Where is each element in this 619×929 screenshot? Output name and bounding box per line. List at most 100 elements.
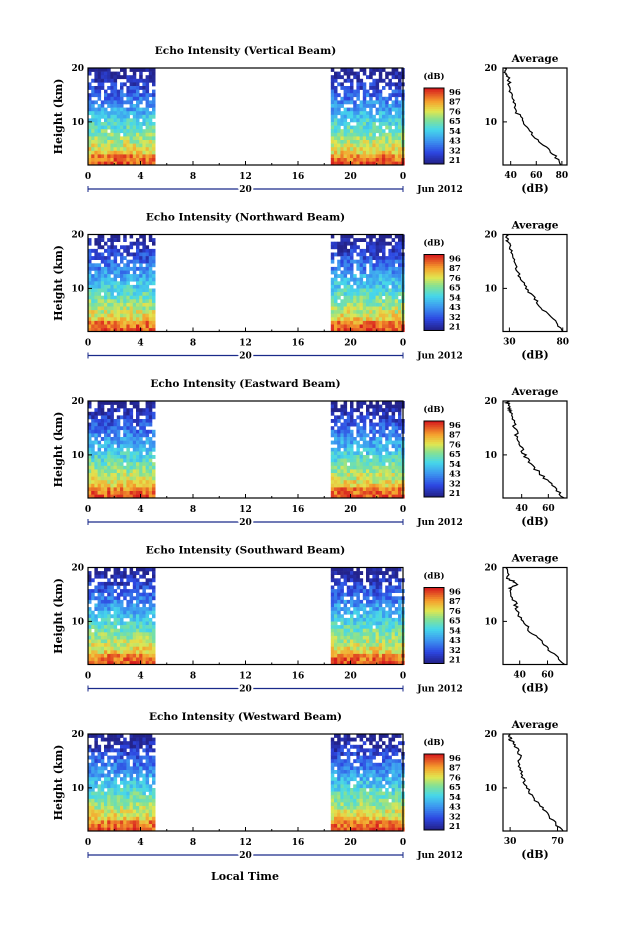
heatmap-cell <box>113 469 118 474</box>
heatmap-cell <box>100 299 105 304</box>
heatmap-cell <box>378 129 383 134</box>
heatmap-cell <box>104 469 108 474</box>
heatmap-cell <box>123 324 127 329</box>
heatmap-cell <box>330 599 335 604</box>
heatmap-cell <box>107 259 111 264</box>
heatmap-cell <box>126 483 130 488</box>
heatmap-cell <box>369 71 373 76</box>
heatmap-cell <box>132 798 137 803</box>
heatmap-cell <box>359 317 364 322</box>
heatmap-cell <box>346 302 351 307</box>
colorbar-swatch <box>424 269 444 272</box>
heatmap-cell <box>346 241 351 246</box>
heatmap-cell <box>97 574 102 579</box>
heatmap-cell <box>136 816 140 821</box>
heatmap-cell <box>107 277 111 282</box>
heatmap-cell <box>343 643 348 647</box>
heatmap-cell <box>343 71 348 76</box>
heatmap-cell <box>340 596 344 601</box>
heatmap-cell <box>337 313 341 318</box>
heatmap-cell <box>330 78 335 83</box>
heatmap-cell <box>350 158 354 162</box>
heatmap-cell <box>334 643 338 647</box>
heatmap-cell <box>353 140 357 144</box>
heatmap-cell <box>350 440 354 445</box>
heatmap-cell <box>385 487 389 492</box>
heatmap-cell <box>97 824 102 828</box>
heatmap-cell <box>378 653 383 658</box>
heatmap-cell <box>126 313 130 318</box>
heatmap-cell <box>100 607 105 611</box>
heatmap-cell <box>337 599 341 604</box>
colorbar-swatch <box>424 631 444 634</box>
heatmap-cell <box>113 571 118 575</box>
heatmap-cell <box>129 433 134 438</box>
heatmap-cell <box>132 806 137 810</box>
heatmap-cell <box>116 798 121 803</box>
heatmap-cell <box>136 161 140 166</box>
heatmap-cell <box>139 143 143 148</box>
heatmap-cell <box>123 150 127 155</box>
heatmap-cell <box>136 755 140 760</box>
heatmap-cell <box>337 281 341 286</box>
heatmap-cell <box>94 295 98 300</box>
heatmap-cell <box>353 125 357 130</box>
heatmap-cell <box>394 596 399 601</box>
heatmap-cell <box>366 295 370 300</box>
heatmap-cell <box>334 465 338 470</box>
heatmap-cell <box>337 75 341 80</box>
heatmap-cell <box>337 320 341 325</box>
heatmap-cell <box>142 766 146 771</box>
heatmap-cell <box>126 132 130 137</box>
heatmap-cell <box>398 415 402 420</box>
heatmap-cell <box>388 328 392 332</box>
heatmap-cell <box>123 132 127 137</box>
heatmap-cell <box>334 118 338 123</box>
heatmap-cell <box>330 104 335 108</box>
heatmap-cell <box>132 118 137 123</box>
heatmap-cell <box>369 578 373 583</box>
heatmap-cell <box>152 306 156 311</box>
heatmap-cell <box>385 111 389 116</box>
heatmap-cell <box>356 245 360 250</box>
heatmap-cell <box>350 596 354 601</box>
heatmap-cell <box>104 299 108 304</box>
heatmap-cell <box>123 313 127 318</box>
heatmap-cell <box>107 581 111 586</box>
heatmap-cell <box>136 256 140 260</box>
heatmap-cell <box>398 274 402 278</box>
heatmap-cell <box>139 458 143 463</box>
heatmap-cell <box>394 574 399 579</box>
heatmap-cell <box>382 248 386 253</box>
heatmap-cell <box>366 657 370 662</box>
heatmap-cell <box>391 259 396 264</box>
heatmap-cell <box>398 78 402 83</box>
heatmap-cell <box>123 827 127 832</box>
heatmap-cell <box>353 571 357 575</box>
heatmap-cell <box>132 628 137 633</box>
heatmap-cell <box>337 328 341 332</box>
heatmap-cell <box>116 827 121 832</box>
heatmap-cell <box>107 408 111 413</box>
profile-title: Average <box>511 386 559 398</box>
heatmap-cell <box>126 795 130 800</box>
heatmap-cell <box>104 68 108 72</box>
heatmap-cell <box>148 567 153 572</box>
heatmap-cell <box>139 585 143 590</box>
heatmap-cell <box>145 465 150 470</box>
heatmap-cell <box>340 277 344 282</box>
heatmap-cell <box>382 643 386 647</box>
heatmap-cell <box>113 277 118 282</box>
heatmap-cell <box>116 574 121 579</box>
heatmap-cell <box>152 473 156 477</box>
heatmap-cell <box>152 494 156 499</box>
panel-title: Echo Intensity (Eastward Beam) <box>150 378 340 390</box>
heatmap-cell <box>148 132 153 137</box>
heatmap-cell <box>142 748 146 753</box>
heatmap-cell <box>139 824 143 828</box>
heatmap-cell <box>139 741 143 746</box>
heatmap-cell <box>113 473 118 477</box>
heatmap-cell <box>152 154 156 159</box>
heatmap-cell <box>132 96 137 101</box>
heatmap-cell <box>148 238 153 242</box>
